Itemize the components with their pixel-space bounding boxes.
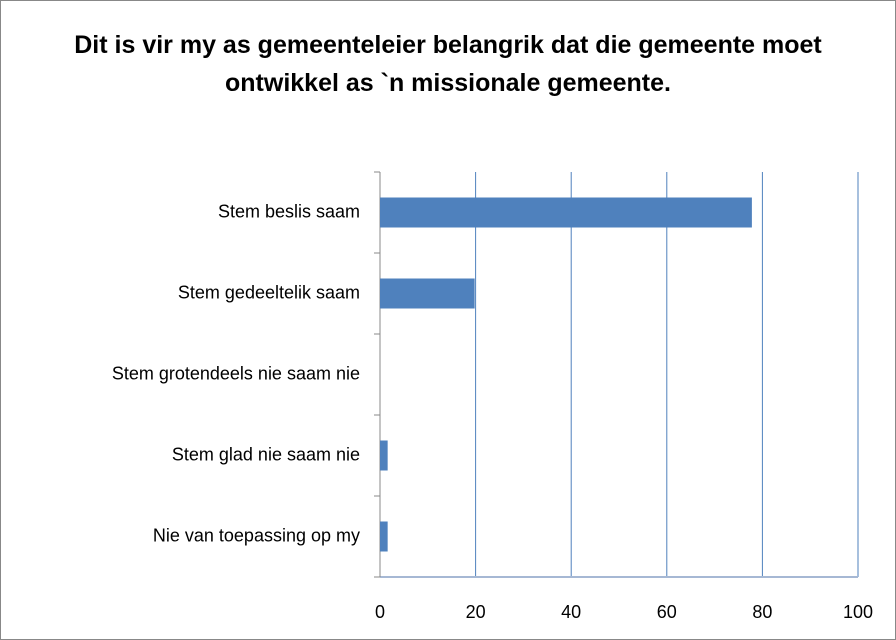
- y-tick-label: Stem beslis saam: [218, 201, 360, 221]
- chart-title: Dit is vir my as gemeenteleier belangrik…: [74, 31, 822, 97]
- bar: [380, 197, 752, 228]
- x-tick-label: 100: [843, 602, 873, 622]
- x-tick-label: 40: [561, 602, 581, 622]
- bar: [380, 521, 388, 552]
- bar: [380, 440, 388, 471]
- bar: [380, 278, 475, 309]
- x-tick-label: 20: [466, 602, 486, 622]
- x-tick-label: 60: [657, 602, 677, 622]
- y-tick-label: Stem gedeeltelik saam: [178, 282, 360, 302]
- x-tick-label: 0: [375, 602, 385, 622]
- x-tick-label: 80: [752, 602, 772, 622]
- y-tick-label: Stem grotendeels nie saam nie: [112, 363, 360, 383]
- y-tick-label: Stem glad nie saam nie: [172, 444, 360, 464]
- y-tick-label: Nie van toepassing op my: [153, 525, 360, 545]
